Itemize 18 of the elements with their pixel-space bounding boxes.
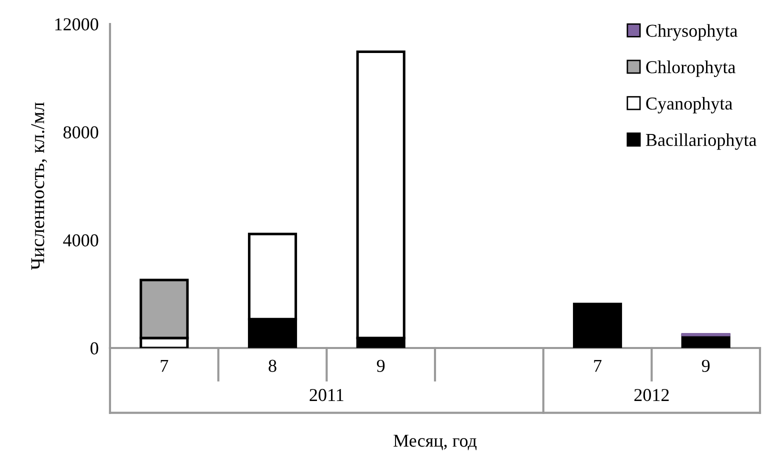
x-tick-label: 7 bbox=[160, 360, 168, 372]
bar bbox=[572, 302, 622, 348]
x-tick-label: 8 bbox=[268, 360, 276, 372]
text: 2011 bbox=[310, 388, 344, 402]
y-axis-title: Численность, кл./мл bbox=[31, 102, 48, 270]
legend-label: Cyanophyta bbox=[646, 96, 732, 114]
legend-label: Chrysophyta bbox=[646, 24, 738, 41]
y-tick-label: 0 bbox=[90, 342, 98, 354]
y-tick-label: 12000 bbox=[55, 18, 98, 30]
legend-label: Bacillariophyta bbox=[646, 133, 756, 150]
y-tick-label: 4000 bbox=[63, 234, 98, 246]
x-tick-label: 9 bbox=[376, 360, 385, 372]
legend-label: Chlorophyta bbox=[646, 60, 736, 77]
y-tick-label: 8000 bbox=[63, 126, 98, 138]
x-axis-title: Месяц, год bbox=[394, 434, 477, 450]
x-tick-label: 9 bbox=[702, 360, 710, 372]
x-tick-label: 7 bbox=[594, 360, 602, 372]
text: 2012 bbox=[634, 388, 669, 402]
